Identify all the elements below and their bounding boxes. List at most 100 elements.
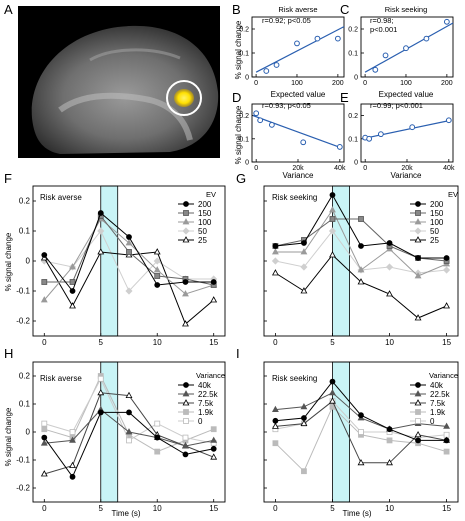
panel-c-stat-1: r=0.98; xyxy=(370,16,394,25)
chart-g-legend-marker xyxy=(414,236,422,243)
chart-c-xtick-label: 100 xyxy=(400,80,412,87)
chart-h-series-point xyxy=(41,426,48,433)
chart-b-fit-line xyxy=(255,26,345,73)
chart-i-xtick-label: 10 xyxy=(385,504,394,513)
chart-g-series-point xyxy=(386,290,393,297)
panel-e-stat: r=0.99; p<0.001 xyxy=(370,101,423,110)
panel-h-title: Risk averse xyxy=(40,374,82,383)
chart-b: 0 100 200 0 0.1 0.2 xyxy=(239,16,345,87)
chart-g-legend-label: 150 xyxy=(430,209,444,218)
chart-g-series-point xyxy=(271,257,279,265)
chart-g-legend-label: 100 xyxy=(430,218,444,227)
chart-f-series-point xyxy=(69,288,76,294)
chart-g-legend-marker xyxy=(415,210,421,216)
chart-h-legend-label: 7.5k xyxy=(198,399,214,408)
chart-f-series-point xyxy=(154,282,161,288)
chart-f-ytick-label: -0.2 xyxy=(16,317,30,326)
chart-i-series-point xyxy=(357,458,365,466)
chart-h-legend-marker xyxy=(183,409,189,415)
chart-f-series-point xyxy=(41,279,48,285)
chart-g-series-line xyxy=(275,254,447,319)
chart-d-point xyxy=(336,144,343,150)
chart-f-legend-marker xyxy=(182,227,190,235)
chart-h-series-point xyxy=(69,429,76,435)
chart-f-series-point xyxy=(97,227,105,235)
chart-g-series-point xyxy=(329,251,336,258)
chart-i-legend-label: 1.9k xyxy=(430,408,446,417)
chart-h-series-point xyxy=(210,453,218,460)
cortex-fold-shape xyxy=(89,48,181,62)
chart-h-legend-label: 0 xyxy=(198,417,203,426)
chart-i-series-point xyxy=(329,388,336,396)
chart-g-xtick-label: 15 xyxy=(442,338,451,347)
chart-e-point xyxy=(366,135,373,142)
chart-h-series-point xyxy=(210,426,217,433)
chart-g-legend-marker xyxy=(414,218,422,225)
chart-h-series-point xyxy=(126,409,132,416)
panel-g-title: Risk seeking xyxy=(272,193,317,202)
chart-h-series-point xyxy=(97,409,104,416)
chart-h-series-point xyxy=(154,434,161,441)
chart-f-xtick-label: 0 xyxy=(42,338,47,347)
panel-letter-e: E xyxy=(340,90,349,105)
chart-f-series-point xyxy=(97,210,104,216)
chart-c-ytick-label: 0.2 xyxy=(348,27,358,34)
chart-g-series-point xyxy=(329,206,336,213)
chart-f-series-point xyxy=(182,290,189,297)
chart-b-point xyxy=(334,35,341,42)
chart-i-series-point xyxy=(329,378,336,385)
chart-g-series-point xyxy=(301,240,307,246)
chart-i-series-point xyxy=(300,419,308,427)
chart-b-ytick-label: 0.1 xyxy=(239,51,249,58)
panel-e-xlabel: Variance xyxy=(391,171,423,180)
chart-c-point xyxy=(443,18,450,25)
chart-f-legend-label: 200 xyxy=(198,200,212,209)
chart-i-legend-marker xyxy=(415,409,421,415)
chart-h-series-point xyxy=(210,436,218,443)
panel-d-xlabel: Variance xyxy=(283,171,315,180)
chart-d-point xyxy=(268,121,275,128)
chart-h-series-point xyxy=(125,428,133,435)
chart-i-series-point xyxy=(415,437,421,444)
chart-f-series-point xyxy=(126,234,132,240)
panel-b-xlabel: Expected value xyxy=(271,90,326,99)
chart-h-legend-marker xyxy=(183,382,189,388)
chart-h-series-point xyxy=(182,434,189,441)
chart-h-series-point xyxy=(125,391,133,399)
chart-c-xtick-label: 200 xyxy=(441,80,453,87)
chart-f-series-point xyxy=(153,257,161,265)
chart-h-legend-label: 22.5k xyxy=(198,390,219,399)
chart-h-xtick-label: 5 xyxy=(99,504,104,513)
chart-f-legend-marker xyxy=(182,236,190,243)
chart-i-xtick-label: 5 xyxy=(330,504,335,513)
chart-i-legend-marker xyxy=(414,390,422,397)
chart-b-xtick-label: 0 xyxy=(254,80,258,87)
chart-h-series-point xyxy=(40,439,48,446)
chart-c-ytick-label: 0 xyxy=(354,75,358,82)
chart-f-legend-label: 50 xyxy=(198,227,207,236)
panel-letter-f: F xyxy=(4,171,12,186)
chart-i-series-point xyxy=(386,437,393,444)
chart-h-ytick-label: 0.2 xyxy=(19,372,31,381)
chart-i-series-point xyxy=(443,422,451,429)
chart-i-series-point xyxy=(272,417,279,424)
chart-b-point xyxy=(294,40,300,47)
panel-letter-d: D xyxy=(232,90,241,105)
chart-i-series-point xyxy=(414,430,422,438)
chart-h-xtick-label: 0 xyxy=(42,504,47,513)
chart-f-legend-label: 100 xyxy=(198,218,212,227)
panel-a: A xyxy=(4,2,220,158)
panel-i-legend-title: Variance xyxy=(429,371,458,380)
panel-letter-b: B xyxy=(232,2,241,17)
chart-g-series-point xyxy=(357,266,365,273)
chart-g-series-point xyxy=(271,269,279,276)
chart-h-series-point xyxy=(126,437,132,444)
chart-f-legend-marker xyxy=(182,218,190,225)
chart-b-xtick-label: 100 xyxy=(291,80,303,87)
chart-e-ytick-label: 0.1 xyxy=(348,136,358,143)
chart-e-xtick-label: 40k xyxy=(443,165,455,172)
chart-d-ytick-label: 0.1 xyxy=(239,136,249,143)
panel-b-ylabel: % signal change xyxy=(234,20,243,79)
